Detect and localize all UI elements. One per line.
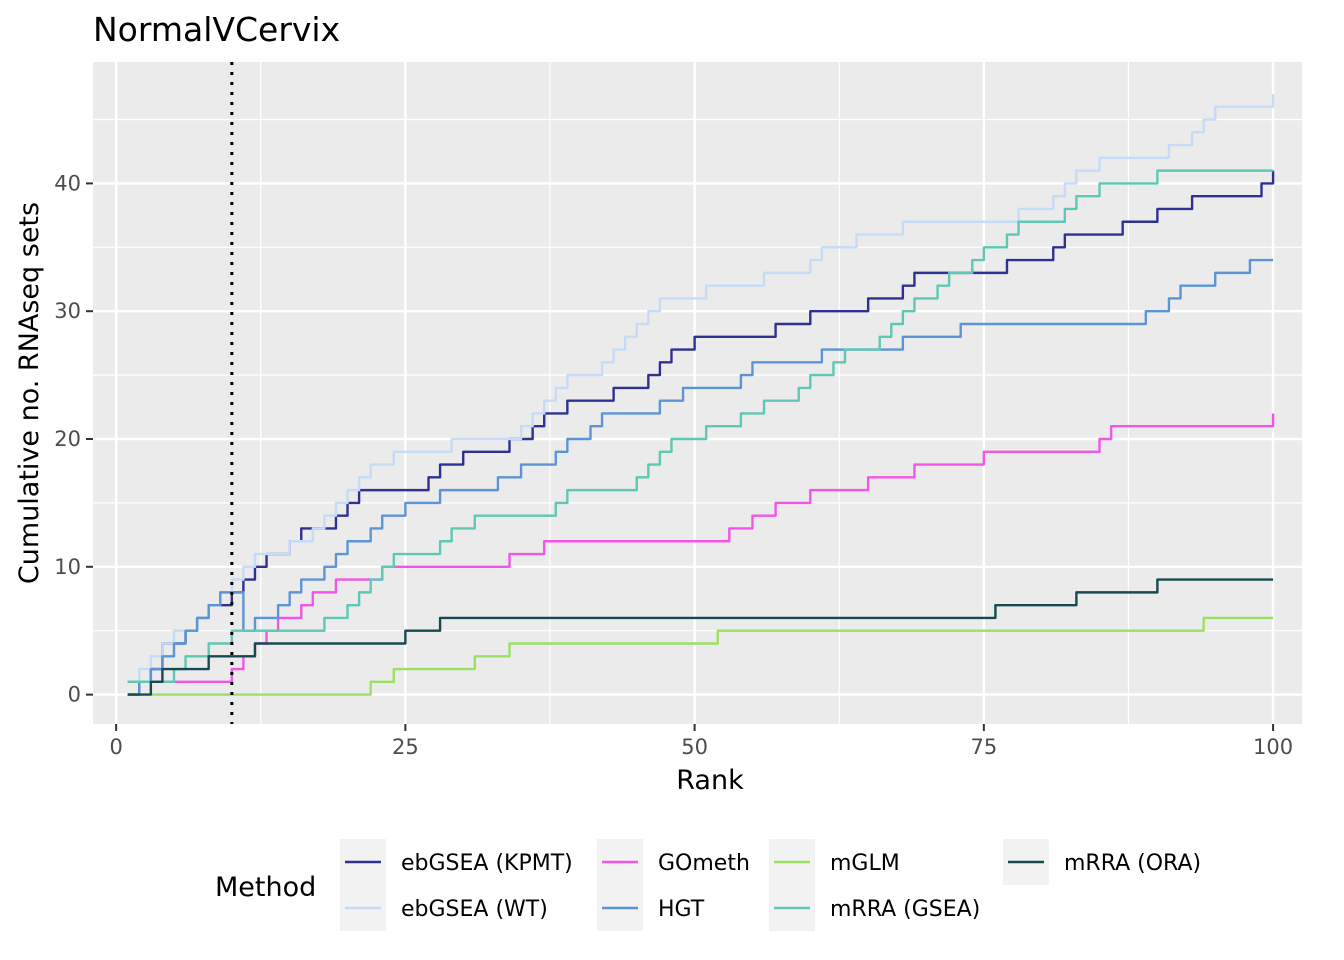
y-tick-label: 30 xyxy=(54,299,81,323)
legend-label: ebGSEA (KPMT) xyxy=(401,851,573,876)
legend-label: mRRA (GSEA) xyxy=(830,897,980,922)
y-axis: 0 10 20 30 40 xyxy=(54,171,93,707)
x-tick-label: 75 xyxy=(970,735,997,759)
legend-item-hgt: HGT xyxy=(597,885,705,931)
chart-title: NormalVCervix xyxy=(93,10,340,49)
x-tick-label: 100 xyxy=(1253,735,1293,759)
legend-item-mrra-gsea: mRRA (GSEA) xyxy=(769,885,980,931)
y-tick-label: 0 xyxy=(68,683,81,707)
legend-item-ebgsea-kpmt: ebGSEA (KPMT) xyxy=(340,839,573,885)
legend-item-ebgsea-wt: ebGSEA (WT) xyxy=(340,885,548,931)
legend-item-mrra-ora: mRRA (ORA) xyxy=(1003,839,1201,885)
y-tick-label: 10 xyxy=(54,555,81,579)
legend-item-mglm: mGLM xyxy=(769,839,900,885)
x-tick-label: 50 xyxy=(681,735,708,759)
x-axis-label: Rank xyxy=(676,765,744,796)
x-tick-label: 0 xyxy=(109,735,122,759)
legend-title: Method xyxy=(215,872,316,903)
series-line-mglm xyxy=(127,616,1274,696)
series-line-mrra-gsea xyxy=(127,169,1274,684)
legend-label: mRRA (ORA) xyxy=(1064,851,1201,876)
legend-label: HGT xyxy=(658,897,705,922)
y-tick-label: 20 xyxy=(54,427,81,451)
legend: Method ebGSEA (KPMT) ebGSEA (WT) GOmeth HGT… xyxy=(215,839,1201,931)
y-tick-label: 40 xyxy=(54,171,81,195)
y-axis-label: Cumulative no. RNAseq sets xyxy=(14,202,45,584)
x-tick-label: 25 xyxy=(392,735,419,759)
plot-panel xyxy=(93,62,1302,724)
series-line-gometh xyxy=(127,413,1275,684)
legend-label: GOmeth xyxy=(658,851,750,876)
legend-label: mGLM xyxy=(830,851,900,876)
series-layer xyxy=(127,93,1275,696)
series-line-mrra-ora xyxy=(127,578,1274,696)
x-axis: 0 25 50 75 100 xyxy=(109,724,1293,759)
legend-label: ebGSEA (WT) xyxy=(401,897,548,922)
series-line-ebgsea-wt xyxy=(127,93,1275,684)
series-line-hgt xyxy=(127,258,1274,696)
legend-item-gometh: GOmeth xyxy=(597,839,750,885)
